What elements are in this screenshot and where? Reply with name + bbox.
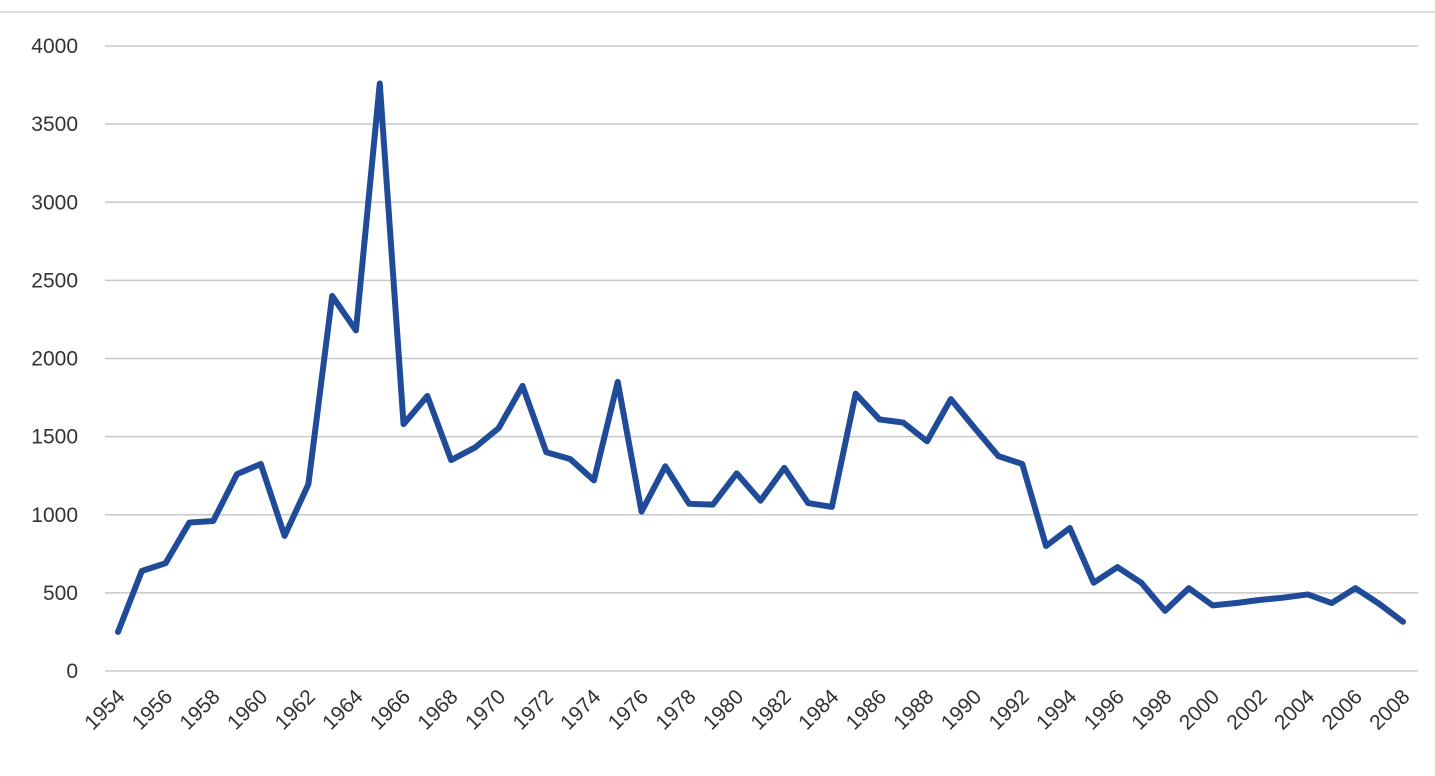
x-tick-label: 1990 <box>937 685 986 734</box>
x-tick-label: 1970 <box>461 685 510 734</box>
x-tick-label: 1984 <box>794 685 844 735</box>
x-tick-label: 1972 <box>509 685 558 734</box>
x-tick-label: 2002 <box>1222 685 1271 734</box>
x-tick-label: 1998 <box>1127 685 1176 734</box>
x-tick-label: 1966 <box>366 685 415 734</box>
y-tick-label: 500 <box>43 582 78 605</box>
y-tick-label: 4000 <box>31 35 78 58</box>
x-tick-label: 1956 <box>128 685 177 734</box>
x-tick-label: 1960 <box>223 685 272 734</box>
x-tick-label: 1964 <box>318 685 368 735</box>
x-tick-label: 1968 <box>413 685 462 734</box>
x-tick-label: 1978 <box>651 685 700 734</box>
x-tick-label: 1976 <box>604 685 653 734</box>
x-tick-label: 1958 <box>175 685 224 734</box>
x-tick-label: 1982 <box>747 685 796 734</box>
x-tick-label: 1974 <box>556 685 606 735</box>
line <box>115 80 1406 635</box>
x-tick-label: 1992 <box>984 685 1033 734</box>
y-tick-label: 3500 <box>31 113 78 136</box>
x-tick-label: 1980 <box>699 685 748 734</box>
y-tick-label: 2500 <box>31 269 78 292</box>
x-tick-label: 2004 <box>1270 685 1320 735</box>
x-tick-label: 1962 <box>271 685 320 734</box>
x-tick-label: 2006 <box>1318 685 1367 734</box>
x-tick-label: 1994 <box>1032 685 1082 735</box>
y-tick-label: 0 <box>66 660 78 683</box>
x-tick-label: 1988 <box>889 685 938 734</box>
y-tick-label: 2000 <box>31 348 78 371</box>
x-tick-label: 1954 <box>80 685 130 735</box>
x-tick-label: 1996 <box>1080 685 1129 734</box>
y-tick-label: 3000 <box>31 191 78 214</box>
y-tick-label: 1000 <box>31 504 78 527</box>
y-tick-label: 1500 <box>31 426 78 449</box>
x-tick-label: 2000 <box>1175 685 1224 734</box>
x-tick-label: 1986 <box>842 685 891 734</box>
x-tick-label: 2008 <box>1365 685 1414 734</box>
